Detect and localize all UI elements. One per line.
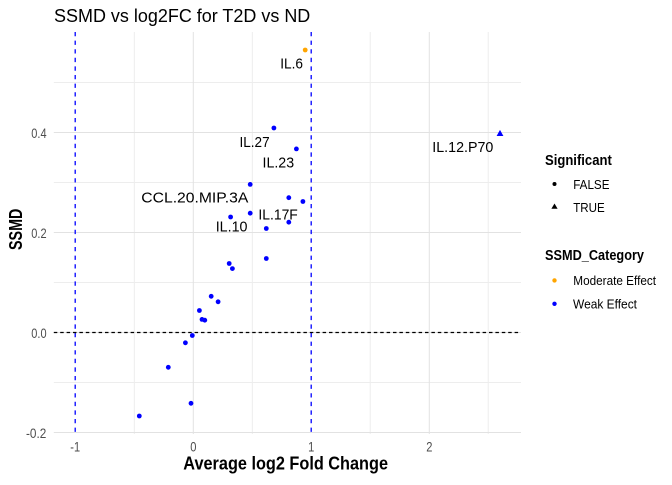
- svg-text:IL.12.P70: IL.12.P70: [432, 139, 493, 156]
- svg-text:TRUE: TRUE: [573, 201, 605, 215]
- svg-text:SSMD vs log2FC for T2D vs ND: SSMD vs log2FC for T2D vs ND: [54, 6, 310, 26]
- svg-text:Moderate Effect: Moderate Effect: [573, 274, 656, 288]
- svg-text:IL.10: IL.10: [216, 219, 248, 236]
- svg-text:0: 0: [190, 440, 196, 455]
- svg-text:CCL.20.MIP.3A: CCL.20.MIP.3A: [141, 189, 248, 206]
- svg-text:IL.6: IL.6: [280, 56, 303, 73]
- svg-text:IL.23: IL.23: [263, 154, 295, 171]
- svg-text:IL.27: IL.27: [240, 134, 270, 151]
- svg-text:0.2: 0.2: [31, 226, 46, 241]
- svg-text:Weak Effect: Weak Effect: [573, 298, 637, 312]
- svg-text:2: 2: [426, 440, 432, 455]
- svg-text:FALSE: FALSE: [573, 178, 609, 192]
- svg-text:IL.17F: IL.17F: [258, 206, 297, 223]
- svg-text:-0.2: -0.2: [26, 426, 46, 441]
- svg-text:Average log2 Fold Change: Average log2 Fold Change: [183, 453, 388, 473]
- svg-text:0.4: 0.4: [31, 126, 47, 141]
- svg-text:-1: -1: [70, 440, 80, 455]
- svg-text:0.0: 0.0: [31, 326, 47, 341]
- svg-text:Significant: Significant: [545, 153, 612, 169]
- svg-text:SSMD_Category: SSMD_Category: [545, 248, 644, 264]
- svg-text:1: 1: [308, 440, 314, 455]
- svg-text:SSMD: SSMD: [6, 209, 26, 250]
